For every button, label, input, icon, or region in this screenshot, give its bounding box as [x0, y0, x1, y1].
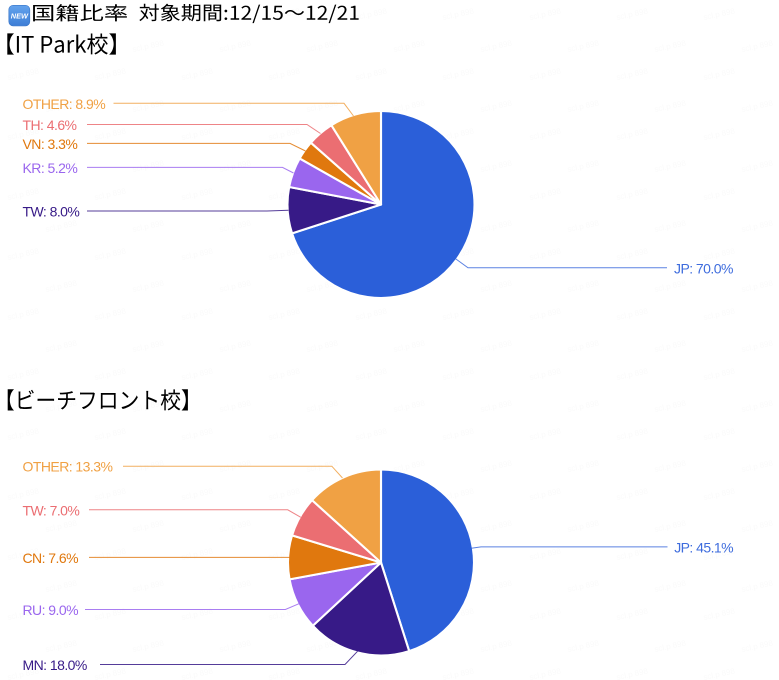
svg-text:OTHER: 13.3%: OTHER: 13.3%: [23, 459, 113, 475]
svg-text:TW: 7.0%: TW: 7.0%: [23, 502, 80, 518]
svg-text:KR: 5.2%: KR: 5.2%: [23, 160, 78, 176]
svg-text:MN: 18.0%: MN: 18.0%: [23, 657, 87, 673]
svg-text:VN: 3.3%: VN: 3.3%: [23, 136, 78, 152]
svg-text:JP: 70.0%: JP: 70.0%: [674, 260, 733, 276]
svg-text:RU: 9.0%: RU: 9.0%: [23, 602, 79, 618]
svg-text:JP: 45.1%: JP: 45.1%: [674, 539, 733, 555]
svg-text:TH: 4.6%: TH: 4.6%: [23, 117, 77, 133]
svg-text:NEW: NEW: [11, 12, 29, 21]
svg-text:TW: 8.0%: TW: 8.0%: [23, 204, 80, 220]
svg-text:OTHER: 8.9%: OTHER: 8.9%: [23, 96, 106, 112]
svg-text:CN: 7.6%: CN: 7.6%: [23, 550, 79, 566]
